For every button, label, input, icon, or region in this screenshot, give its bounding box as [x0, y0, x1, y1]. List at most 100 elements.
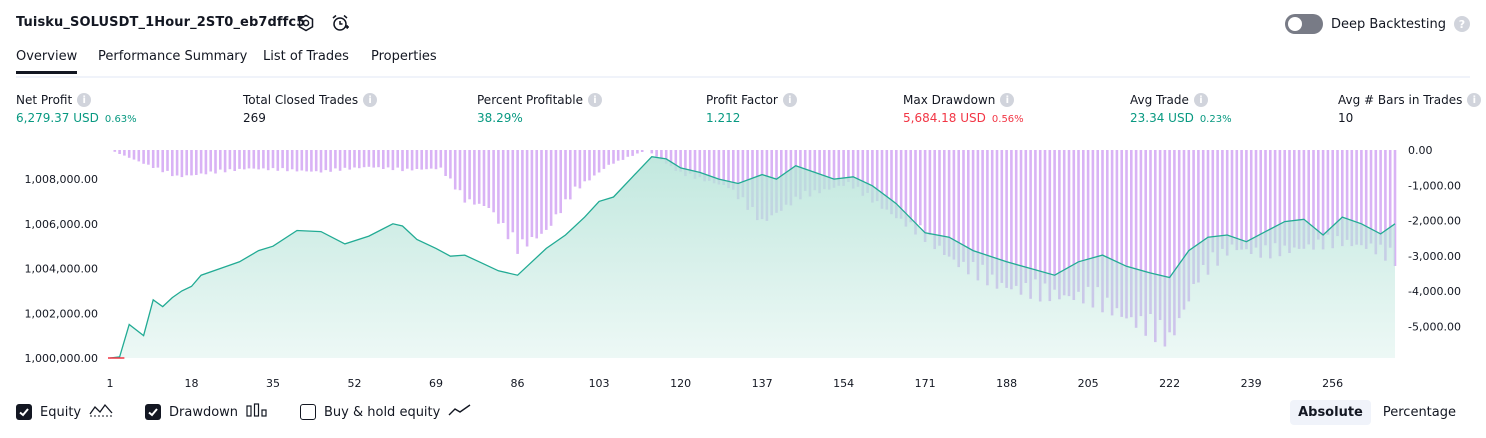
drawdown-bar: [1177, 150, 1181, 319]
drawdown-bar: [866, 150, 869, 193]
drawdown-bar: [1101, 150, 1104, 313]
drawdown-bar: [391, 150, 395, 171]
left-axis: 1,000,000.00 1,002,000.00 1,004,000.00 1,00…: [25, 173, 98, 365]
drawdown-bar: [1288, 150, 1291, 253]
metric-label: Net Profit: [16, 93, 73, 107]
info-icon[interactable]: i: [363, 93, 378, 107]
metric-label: Percent Profitable: [477, 93, 583, 107]
equity-drawdown-chart[interactable]: 1,000,000.00 1,002,000.00 1,004,000.00 1,00…: [0, 140, 1486, 392]
drawdown-bar: [209, 150, 212, 172]
drawdown-bar: [1216, 150, 1219, 266]
drawdown-bar: [588, 150, 591, 181]
drawdown-bar: [904, 150, 908, 227]
drawdown-bar: [1014, 150, 1018, 286]
drawdown-bar: [655, 150, 658, 157]
legend-buy-hold-equity[interactable]: Buy & hold equity: [300, 403, 472, 421]
deep-backtesting-toggle[interactable]: [1284, 14, 1323, 34]
drawdown-bar: [564, 150, 567, 200]
x-axis-tick: 86: [511, 377, 525, 390]
help-icon[interactable]: ?: [1454, 16, 1470, 32]
drawdown-bar: [444, 150, 447, 176]
metric-value: 269: [243, 111, 266, 125]
metric-value: 1.212: [706, 111, 741, 125]
drawdown-bar: [1005, 150, 1008, 288]
percentage-mode-button[interactable]: Percentage: [1382, 405, 1456, 420]
drawdown-bar: [856, 150, 860, 187]
drawdown-bar: [895, 150, 898, 219]
report-header: Tuisku_SOLUSDT_1Hour_2ST0_eb7dffc5 Deep …: [16, 0, 1470, 46]
drawdown-bar: [334, 150, 337, 169]
drawdown-bar: [1350, 150, 1354, 247]
drawdown-bar: [1067, 150, 1071, 297]
drawdown-bar: [530, 150, 534, 237]
drawdown-bar: [664, 150, 668, 164]
right-axis-tick: -3,000.00: [1408, 250, 1461, 263]
drawdown-bar: [219, 150, 222, 170]
drawdown-bar: [286, 150, 289, 172]
drawdown-bar: [142, 150, 145, 164]
legend-equity[interactable]: Equity: [16, 403, 113, 421]
absolute-mode-button[interactable]: Absolute: [1290, 400, 1371, 425]
buy-hold-line-icon: [448, 403, 472, 421]
tab-performance-summary[interactable]: Performance Summary: [98, 49, 248, 64]
drawdown-bar: [1211, 150, 1215, 253]
tab-properties[interactable]: Properties: [371, 49, 437, 64]
drawdown-bar: [123, 150, 126, 156]
equity-checkbox[interactable]: [16, 404, 32, 420]
drawdown-bar: [1297, 150, 1301, 249]
drawdown-bar: [386, 150, 390, 168]
drawdown-bar: [353, 150, 356, 168]
drawdown-bar: [1173, 150, 1176, 336]
settings-icon[interactable]: [296, 13, 316, 33]
legend-drawdown[interactable]: Drawdown: [145, 403, 268, 421]
drawdown-bar: [909, 150, 912, 223]
drawdown-bar: [343, 150, 347, 168]
drawdown-bar: [698, 150, 702, 178]
drawdown-bar: [640, 150, 644, 152]
drawdown-label: Drawdown: [169, 404, 239, 420]
drawdown-bar: [439, 150, 443, 168]
metric-avg-trade: Avg Trade i 23.34 USD 0.23%: [1130, 93, 1232, 125]
x-axis-tick: 18: [185, 377, 199, 390]
drawdown-checkbox[interactable]: [145, 404, 161, 420]
drawdown-bar: [981, 150, 984, 265]
drawdown-bar: [372, 150, 375, 168]
drawdown-bar: [1360, 150, 1363, 246]
drawdown-bar: [453, 150, 457, 190]
info-icon[interactable]: i: [587, 93, 602, 107]
tab-list-of-trades[interactable]: List of Trades: [263, 49, 349, 64]
drawdown-bar: [1206, 150, 1210, 275]
drawdown-bar: [660, 150, 663, 160]
drawdown-bar: [1125, 150, 1128, 319]
drawdown-bar: [736, 150, 740, 200]
drawdown-bar: [180, 150, 184, 178]
info-icon[interactable]: i: [77, 93, 92, 107]
info-icon[interactable]: i: [1467, 93, 1482, 107]
metric-label: Max Drawdown: [903, 93, 996, 107]
drawdown-bar: [1144, 150, 1147, 336]
metric-value: 6,279.37 USD: [16, 111, 99, 125]
drawdown-bar: [597, 150, 601, 173]
drawdown-bar: [1024, 150, 1028, 283]
drawdown-bar: [1221, 150, 1224, 249]
right-axis-tick: -5,000.00: [1408, 320, 1461, 333]
drawdown-bar: [684, 150, 687, 177]
drawdown-bar: [1106, 150, 1109, 298]
drawdown-bar: [113, 150, 117, 152]
drawdown-bar: [1091, 150, 1095, 308]
drawdown-bar: [1249, 150, 1253, 254]
buy-hold-checkbox[interactable]: [300, 404, 316, 420]
drawdown-bar: [521, 150, 524, 240]
drawdown-bar: [823, 150, 826, 190]
metric-value: 5,684.18 USD: [903, 111, 986, 125]
tab-overview[interactable]: Overview: [16, 49, 78, 74]
left-axis-tick: 1,002,000.00: [25, 307, 98, 320]
info-icon[interactable]: i: [1193, 93, 1208, 107]
info-icon[interactable]: i: [1000, 93, 1015, 107]
drawdown-bar: [712, 150, 716, 184]
alarm-add-icon[interactable]: [330, 13, 350, 33]
info-icon[interactable]: i: [782, 93, 797, 107]
x-axis-tick: 137: [752, 377, 773, 390]
drawdown-bar: [228, 150, 232, 170]
drawdown-bar: [875, 150, 879, 202]
